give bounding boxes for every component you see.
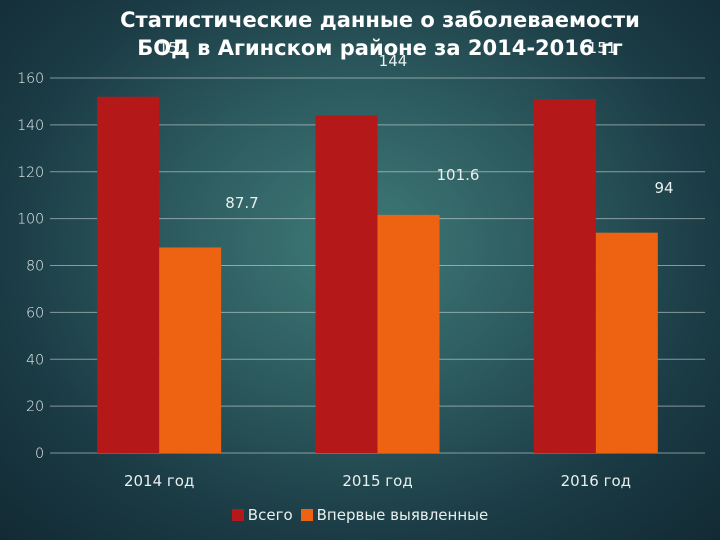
legend-item-total: Всего — [231, 506, 293, 524]
x-tick-label: 2016 год — [561, 472, 631, 490]
y-tick-label: 140 — [17, 118, 44, 134]
y-tick-label: 100 — [17, 212, 44, 228]
data-label-total: 152 — [159, 39, 188, 57]
bar-total — [315, 115, 378, 453]
chart-title: Статистические данные о заболеваемости Б… — [80, 6, 680, 62]
data-label-new: 101.6 — [437, 166, 480, 184]
y-tick-label: 160 — [17, 71, 44, 87]
chart-legend: Всего Впервые выявленные — [0, 506, 720, 524]
legend-item-new: Впервые выявленные — [300, 506, 489, 524]
y-tick-label: 0 — [35, 446, 44, 462]
x-tick-label: 2015 год — [342, 472, 412, 490]
chart-title-line-2: БОД в Агинском районе за 2014-2016 гг — [137, 36, 623, 60]
bar-total — [533, 99, 596, 453]
legend-swatch-new — [300, 509, 313, 521]
bar-new — [159, 247, 222, 453]
data-label-new: 87.7 — [225, 194, 258, 212]
data-label-new: 94 — [654, 179, 673, 197]
y-tick-label: 40 — [26, 352, 44, 368]
chart-title-line-1: Статистические данные о заболеваемости — [120, 8, 640, 32]
data-label-total: 151 — [588, 39, 617, 57]
legend-label-total: Всего — [247, 506, 293, 524]
legend-label-new: Впервые выявленные — [316, 506, 489, 524]
y-tick-label: 80 — [26, 259, 44, 275]
legend-swatch-total — [231, 509, 244, 521]
y-tick-label: 120 — [17, 165, 44, 181]
bar-new — [377, 214, 440, 453]
bar-total — [97, 96, 160, 453]
x-tick-label: 2014 год — [124, 472, 194, 490]
y-tick-label: 60 — [26, 305, 44, 321]
bar-new — [595, 232, 658, 453]
y-tick-label: 20 — [26, 399, 44, 415]
data-label-total: 144 — [379, 52, 408, 70]
